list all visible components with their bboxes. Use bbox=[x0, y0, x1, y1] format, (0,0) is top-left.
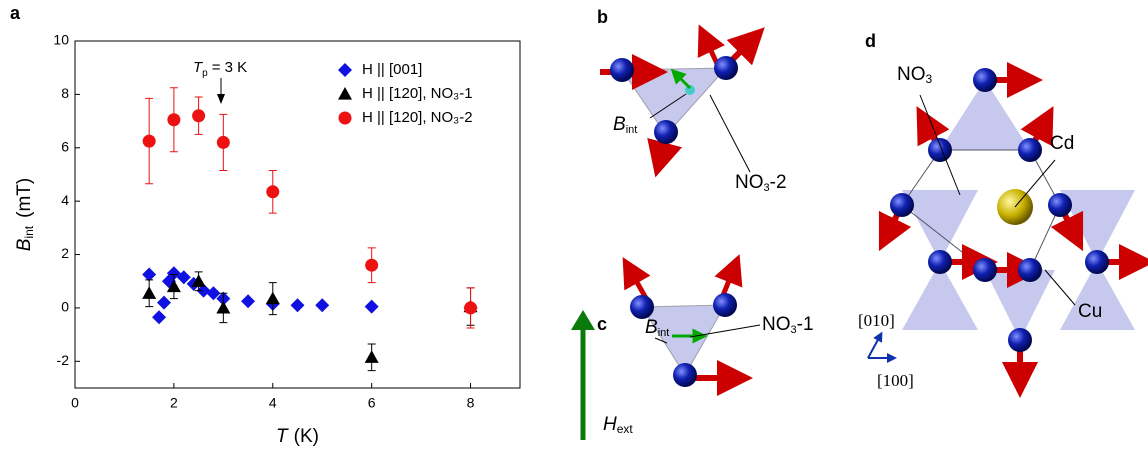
legend-label: H || [001] bbox=[362, 61, 422, 78]
label: Bint bbox=[645, 317, 669, 339]
x-tick-label: 4 bbox=[269, 395, 277, 411]
marker bbox=[167, 113, 181, 127]
marker bbox=[157, 295, 171, 310]
marker bbox=[315, 298, 330, 313]
label: NO3 bbox=[897, 64, 933, 86]
y-tick-label: 2 bbox=[61, 245, 69, 261]
diagram-b: Bint NO3-2 bbox=[600, 24, 787, 194]
x-axis-label: T (K) bbox=[276, 426, 319, 447]
y-tick-label: -2 bbox=[57, 352, 70, 368]
legend-marker bbox=[338, 87, 352, 100]
label: NO3-1 bbox=[762, 314, 814, 336]
x-tick-label: 8 bbox=[467, 395, 475, 411]
diagram-d: NO3 Cd Cu [010] [100] bbox=[858, 62, 1148, 398]
x-tick-label: 2 bbox=[170, 395, 178, 411]
y-axis-symbol: B bbox=[14, 238, 35, 251]
x-tick-label: 6 bbox=[368, 395, 376, 411]
panel-label: b bbox=[597, 7, 608, 27]
marker bbox=[216, 135, 230, 149]
x-axis-unit: (K) bbox=[294, 426, 319, 447]
label: Hext bbox=[603, 414, 633, 436]
label: Cd bbox=[1050, 133, 1074, 154]
panel-label: c bbox=[597, 314, 607, 334]
marker bbox=[152, 310, 167, 325]
label: Bint bbox=[613, 114, 637, 136]
y-axis-sub: int bbox=[22, 225, 36, 238]
marker bbox=[265, 291, 280, 305]
legend-marker bbox=[338, 111, 352, 125]
y-tick-label: 10 bbox=[53, 32, 69, 48]
y-tick-label: 4 bbox=[61, 192, 69, 208]
panel-label: d bbox=[865, 31, 876, 51]
marker bbox=[365, 258, 379, 272]
marker bbox=[364, 299, 379, 314]
marker bbox=[196, 283, 211, 298]
legend-marker bbox=[338, 63, 352, 77]
marker bbox=[142, 134, 156, 148]
marker bbox=[290, 298, 305, 313]
marker bbox=[464, 301, 478, 315]
plot-frame bbox=[74, 40, 521, 389]
marker bbox=[191, 274, 206, 287]
legend-label: H || [120], NO₃-1 bbox=[362, 85, 473, 102]
y-tick-label: 6 bbox=[61, 138, 69, 154]
panel-label: a bbox=[10, 3, 21, 23]
label: [010] bbox=[858, 311, 895, 330]
marker bbox=[206, 286, 221, 301]
label: Cu bbox=[1078, 301, 1102, 322]
label: NO3-2 bbox=[735, 172, 787, 194]
y-axis-label: Bint (mT) bbox=[14, 178, 36, 251]
annotation-symbol: T bbox=[193, 59, 204, 76]
marker bbox=[364, 350, 379, 363]
label: [100] bbox=[877, 371, 914, 390]
x-tick-label: 0 bbox=[71, 395, 79, 411]
marker bbox=[216, 300, 231, 314]
marker bbox=[241, 294, 256, 309]
marker bbox=[142, 286, 157, 299]
diagram-c: Bint NO3-1 Hext bbox=[571, 254, 814, 440]
annotation-arrowhead bbox=[217, 94, 225, 104]
y-axis-unit: (mT) bbox=[14, 178, 35, 218]
marker bbox=[192, 109, 206, 123]
legend-label: H || [120], NO₃-2 bbox=[362, 109, 473, 126]
marker bbox=[176, 270, 191, 285]
y-tick-label: 8 bbox=[61, 85, 69, 101]
y-tick-label: 0 bbox=[61, 299, 69, 315]
annotation-sub: p bbox=[202, 68, 208, 79]
annotation: Tp = 3 K bbox=[193, 59, 247, 79]
marker bbox=[266, 185, 280, 199]
marker bbox=[166, 279, 181, 293]
x-axis-symbol: T bbox=[276, 426, 289, 447]
annotation-text: = 3 K bbox=[212, 59, 247, 76]
marker bbox=[142, 267, 157, 282]
